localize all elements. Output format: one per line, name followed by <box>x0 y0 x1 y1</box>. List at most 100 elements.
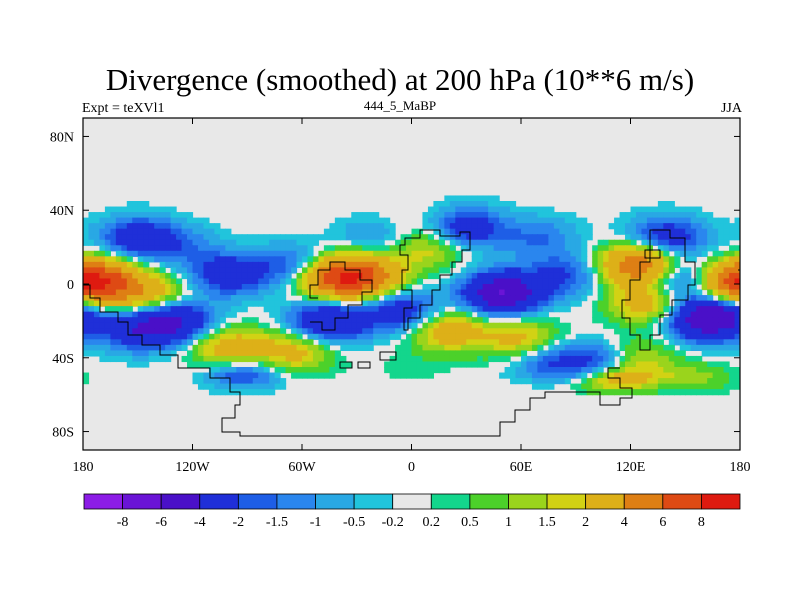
field-cell <box>581 355 588 363</box>
field-cell <box>690 306 697 313</box>
field-cell <box>482 195 489 202</box>
field-cell <box>526 206 533 213</box>
field-cell <box>356 245 363 252</box>
field-cell <box>608 311 615 318</box>
field-cell <box>493 328 500 335</box>
field-cell <box>154 217 161 224</box>
field-cell <box>679 306 686 313</box>
field-cell <box>373 272 380 280</box>
field-cell <box>126 223 133 230</box>
field-cell <box>400 284 407 291</box>
field-cell <box>444 223 451 230</box>
field-cell <box>263 284 270 291</box>
field-cell <box>504 245 511 252</box>
field-cell <box>471 267 478 274</box>
field-cell <box>559 367 566 374</box>
field-cell <box>471 245 478 252</box>
field-cell <box>707 239 714 246</box>
field-cell <box>406 300 413 307</box>
field-cell <box>88 217 95 224</box>
field-cell <box>619 311 626 318</box>
field-cell <box>471 234 478 241</box>
field-cell <box>93 350 101 357</box>
field-cell <box>329 306 336 313</box>
field-cell <box>597 311 604 318</box>
field-cell <box>192 234 199 241</box>
field-cell <box>438 261 445 268</box>
field-cell <box>384 289 391 296</box>
field-cell <box>663 317 670 324</box>
field-cell <box>542 295 549 302</box>
field-cell <box>690 339 697 346</box>
field-cell <box>389 272 396 280</box>
field-cell <box>690 239 697 246</box>
field-cell <box>696 311 703 318</box>
field-cell <box>154 256 161 263</box>
field-cell <box>542 322 549 329</box>
field-cell <box>373 333 380 340</box>
field-cell <box>510 201 517 208</box>
field-cell <box>723 278 730 285</box>
field-cell <box>690 217 697 224</box>
field-cell <box>608 295 615 302</box>
field-cell <box>646 267 653 274</box>
field-cell <box>143 278 150 285</box>
field-cell <box>302 300 309 307</box>
field-cell <box>553 261 560 268</box>
field-cell <box>510 311 517 318</box>
field-cell <box>510 333 517 340</box>
field-cell <box>411 295 418 302</box>
field-cell <box>225 350 232 357</box>
field-cell <box>252 322 259 329</box>
field-cell <box>214 295 221 302</box>
field-cell <box>340 234 347 241</box>
field-cell <box>389 295 396 302</box>
field-cell <box>455 295 462 302</box>
field-cell <box>148 306 155 313</box>
field-cell <box>258 372 265 379</box>
field-cell <box>668 261 675 268</box>
field-cell <box>641 212 648 219</box>
field-cell <box>323 245 330 252</box>
field-cell <box>236 350 243 357</box>
field-cell <box>531 245 539 252</box>
field-cell <box>460 206 467 213</box>
field-cell <box>291 355 298 363</box>
field-cell <box>559 306 566 313</box>
field-cell <box>701 311 708 318</box>
field-cell <box>422 239 429 246</box>
field-cell <box>515 261 522 268</box>
field-cell <box>307 372 314 379</box>
field-cell <box>104 333 111 340</box>
field-cell <box>515 272 522 280</box>
field-cell <box>690 289 697 296</box>
field-cell <box>433 289 440 296</box>
field-cell <box>712 267 719 274</box>
field-cell <box>334 311 341 318</box>
field-cell <box>729 284 736 291</box>
field-cell <box>110 350 117 357</box>
field-cell <box>274 344 281 351</box>
field-cell <box>718 306 725 313</box>
field-cell <box>679 350 686 357</box>
field-cell <box>630 383 637 390</box>
field-cell <box>646 317 653 324</box>
field-cell <box>696 250 703 257</box>
field-cell <box>88 212 95 219</box>
field-cell <box>192 372 199 379</box>
field-cell <box>630 378 637 385</box>
field-cell <box>663 389 670 396</box>
field-cell <box>427 284 434 291</box>
field-cell <box>302 306 309 313</box>
field-cell <box>668 206 675 213</box>
field-cell <box>115 339 122 346</box>
field-cell <box>312 261 320 268</box>
field-cell <box>389 361 396 368</box>
field-cell <box>170 311 177 318</box>
field-cell <box>373 234 380 241</box>
field-cell <box>690 333 697 340</box>
field-cell <box>329 311 336 318</box>
field-cell <box>378 223 385 230</box>
field-cell <box>334 272 341 280</box>
field-cell <box>674 256 681 263</box>
